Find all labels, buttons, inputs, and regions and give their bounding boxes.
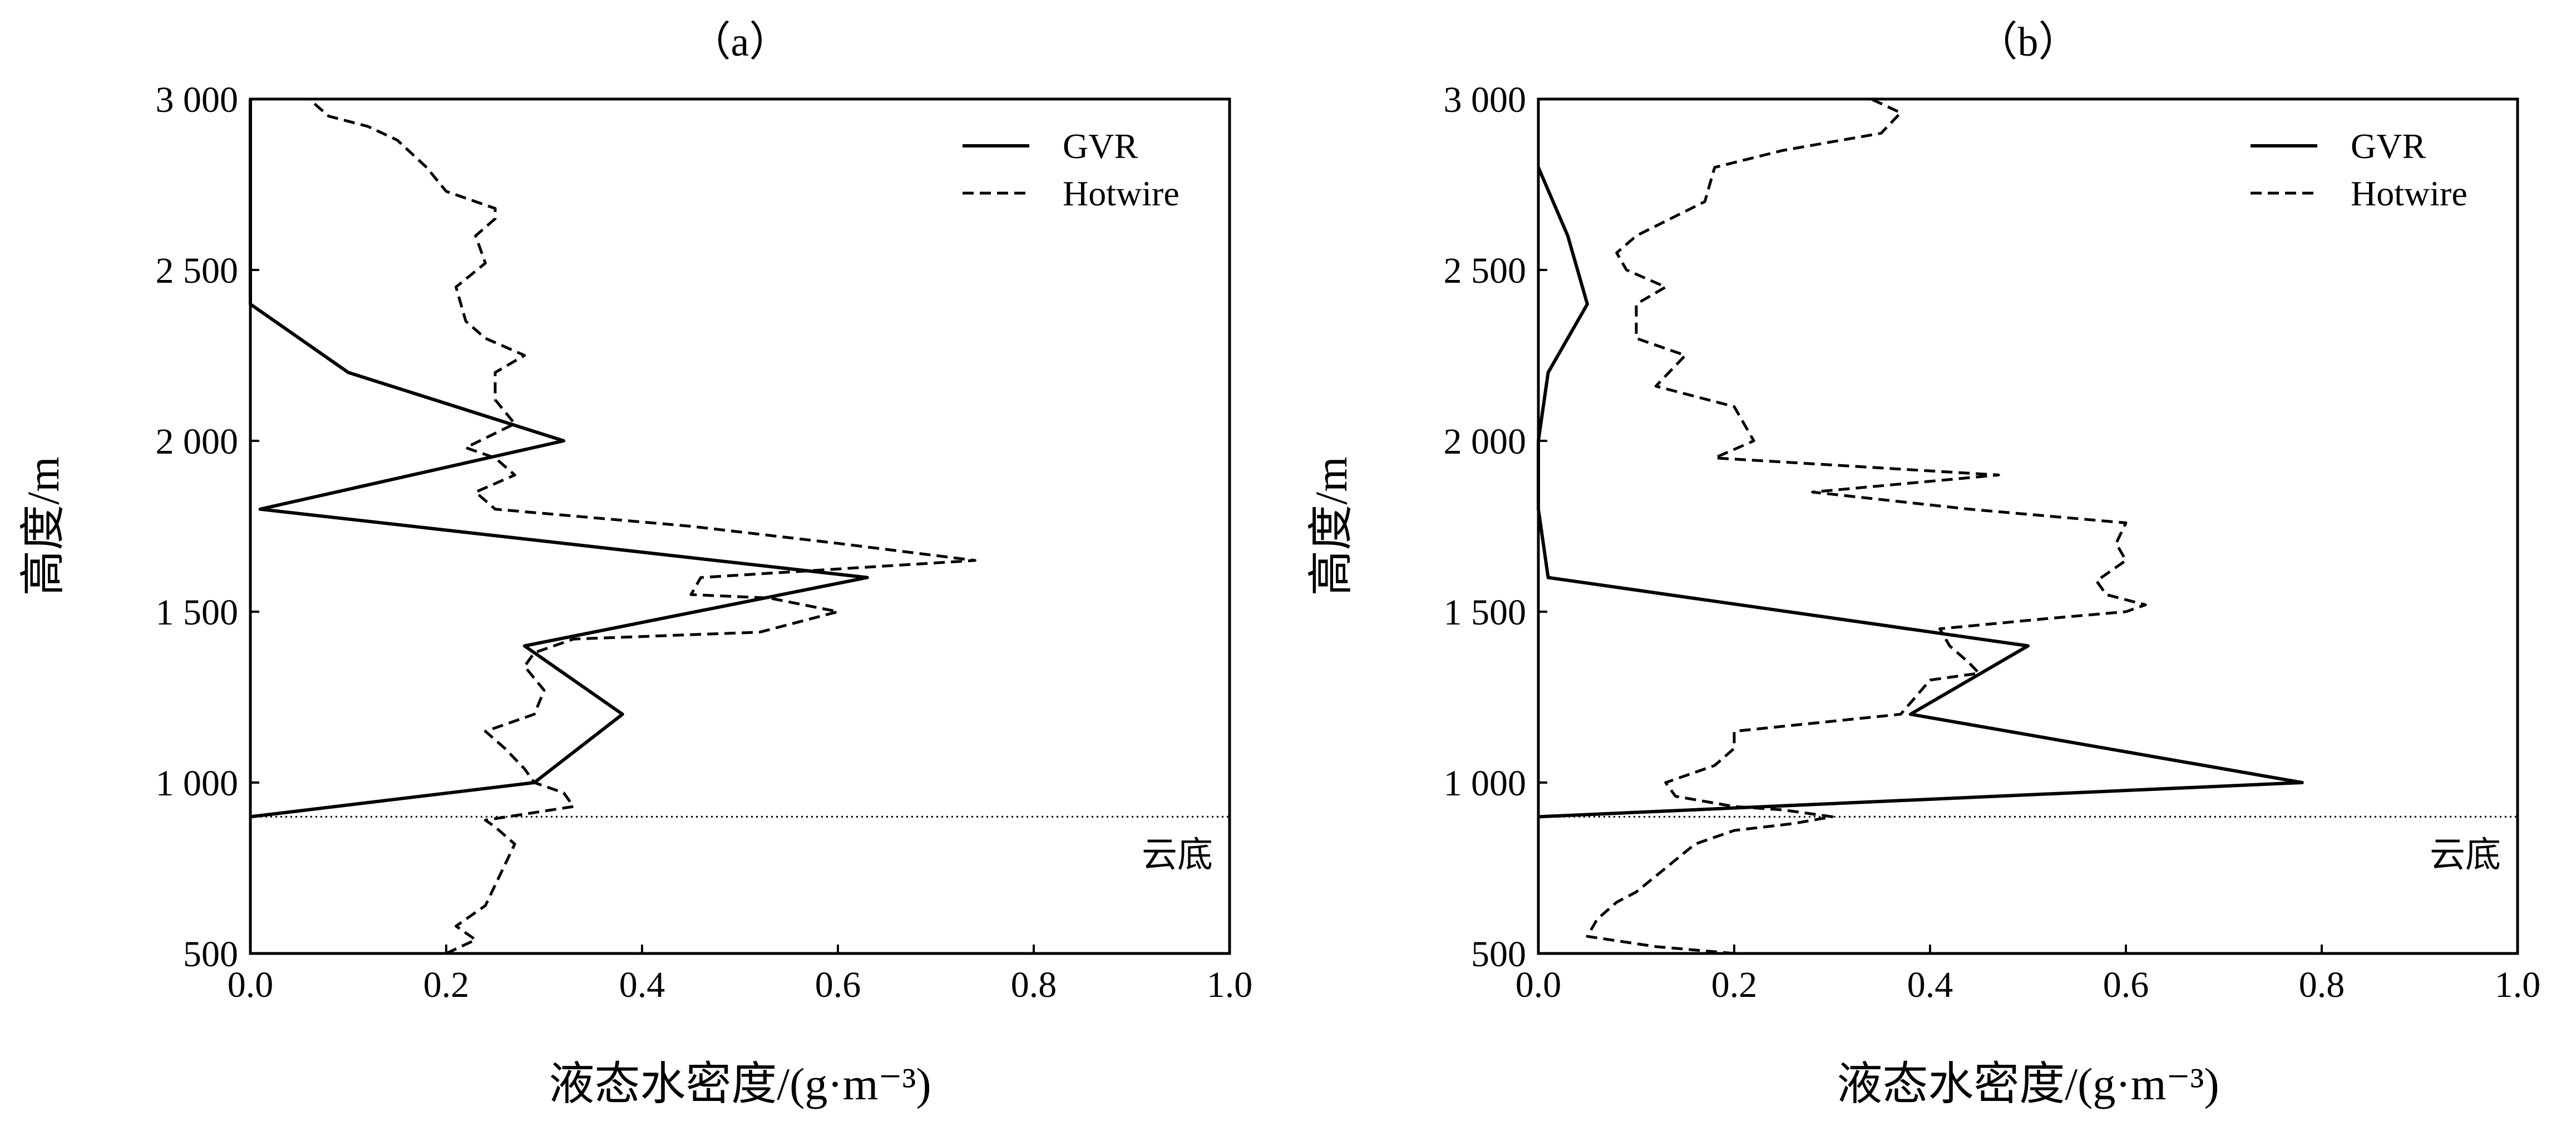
x-tick-label: 0.4 (1907, 965, 1953, 1005)
plot-frame (1537, 97, 2519, 955)
series-line-gvr (249, 99, 869, 819)
y-tick-label: 3 000 (156, 80, 239, 120)
legend-label: GVR (2351, 126, 2426, 166)
y-tick-label: 2 000 (156, 421, 239, 462)
cloud-base-label: 云底 (2430, 835, 2501, 874)
y-tick-label: 2 000 (1444, 421, 1527, 462)
y-axis-title: 高度/m (1306, 456, 1356, 596)
x-axis-title: 液态水密度/(g·m⁻³) (1837, 1059, 2219, 1109)
series-line-gvr (1537, 166, 2304, 819)
y-tick-label: 2 500 (156, 250, 239, 291)
panel-label: （b） (1977, 19, 2080, 65)
x-tick-label: 0.6 (2103, 965, 2149, 1005)
x-tick-label: 0.2 (423, 965, 470, 1005)
x-tick-label: 0.2 (1711, 965, 1758, 1005)
x-tick-label: 0.6 (815, 965, 861, 1005)
y-tick-label: 500 (183, 934, 238, 975)
cloud-base-label: 云底 (1142, 835, 1213, 874)
y-tick-label: 2 500 (1444, 250, 1527, 291)
x-tick-label: 0.4 (619, 965, 665, 1005)
panel-label: （a） (690, 19, 791, 65)
y-axis-title: 高度/m (18, 456, 68, 596)
legend-label: Hotwire (2351, 174, 2468, 213)
x-tick-label: 1.0 (1207, 965, 1253, 1005)
x-tick-label: 0.8 (2299, 965, 2345, 1005)
y-tick-label: 1 500 (156, 592, 239, 633)
y-tick-label: 1 000 (156, 763, 239, 804)
x-tick-label: 1.0 (2495, 965, 2541, 1005)
y-tick-label: 1 500 (1444, 592, 1527, 633)
legend-label: Hotwire (1063, 174, 1180, 213)
x-tick-label: 0.8 (1011, 965, 1057, 1005)
panel-a: 0.0 0.2 0.4 0.6 0.8 1.0 500 1 000 1 500 2 000 2 50… (18, 19, 1252, 1109)
x-axis-title: 液态水密度/(g·m⁻³) (549, 1059, 931, 1109)
y-tick-label: 500 (1471, 934, 1526, 975)
legend-label: GVR (1063, 126, 1138, 166)
series-line-hotwire (308, 98, 976, 955)
x-tick-label: 0.0 (1516, 965, 1562, 1005)
plot-frame (249, 97, 1231, 955)
y-tick-label: 1 000 (1444, 763, 1527, 804)
x-tick-label: 0.0 (228, 965, 274, 1005)
panel-b: 0.0 0.2 0.4 0.6 0.8 1.0 500 1 000 1 500 2 000 2 50… (1306, 19, 2540, 1109)
series-line-hotwire (1586, 97, 2147, 955)
y-tick-label: 3 000 (1444, 80, 1527, 120)
